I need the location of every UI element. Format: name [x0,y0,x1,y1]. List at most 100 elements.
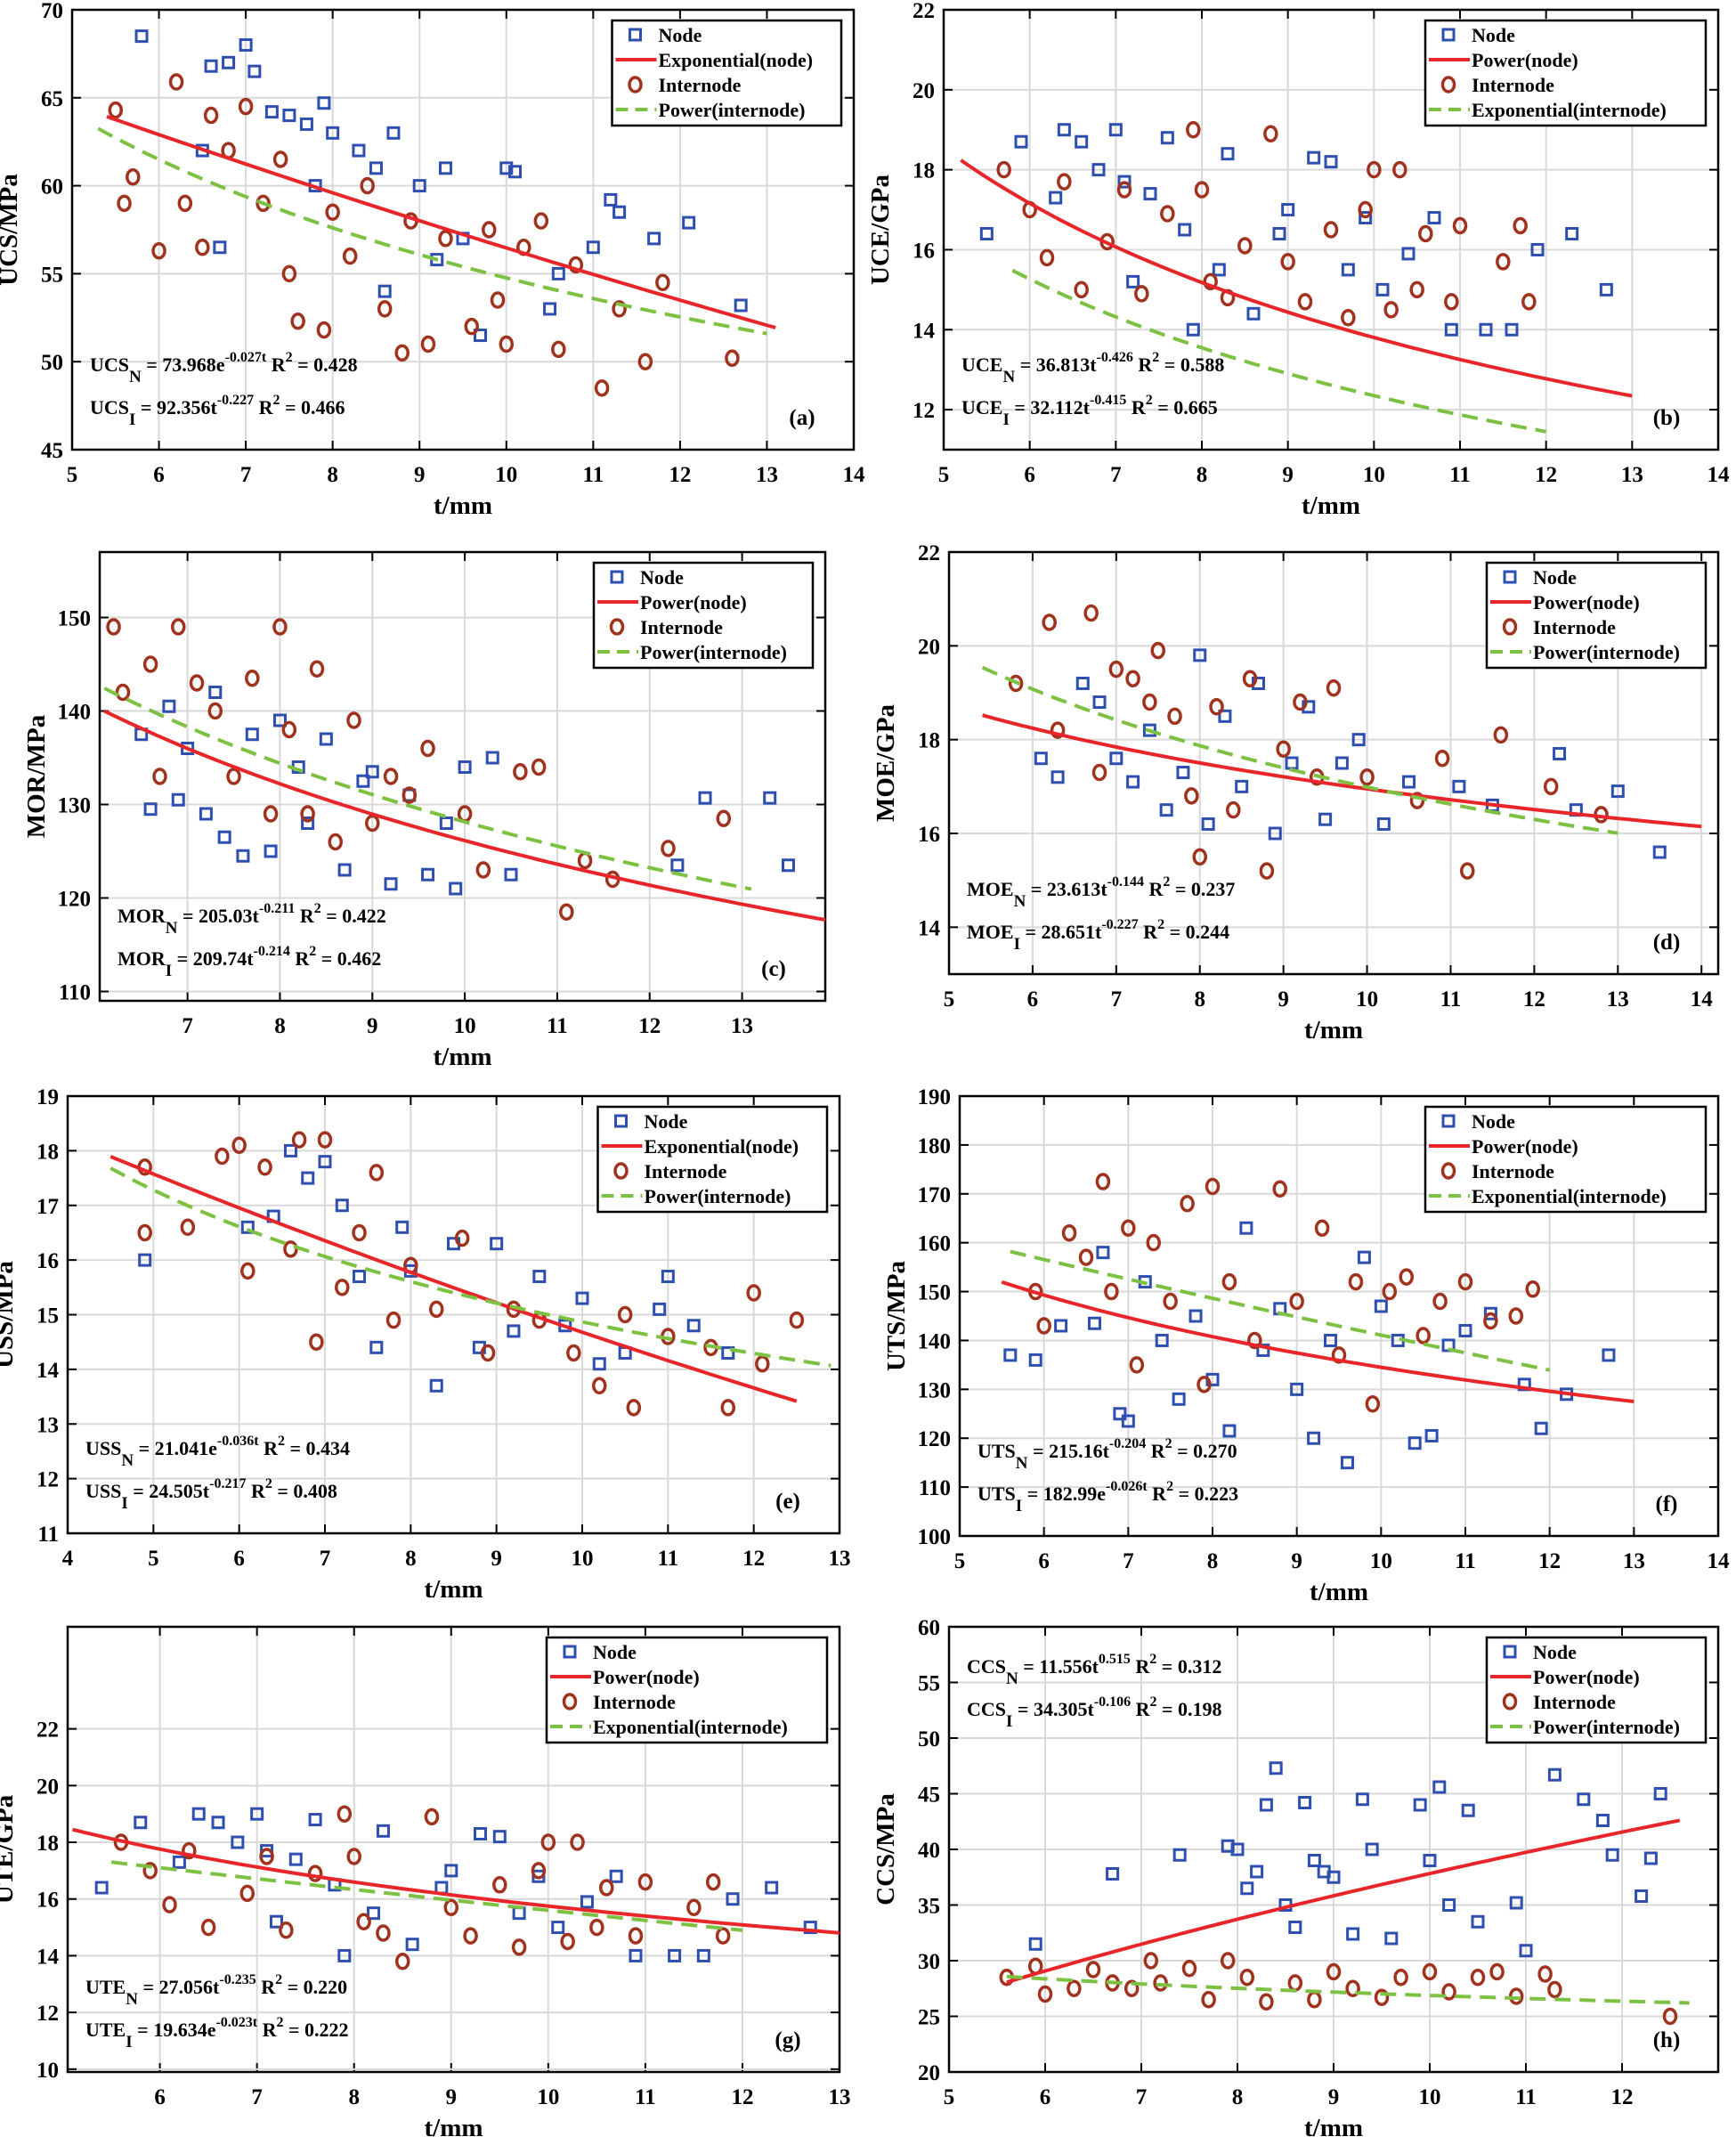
chart-panel-b: 5 6 7 8 9 10 11 12 13 14121416182022t/mmUCE/GPaNo… [866,0,1730,520]
x-tick-label: 8 [327,463,338,487]
internode-point [1276,740,1291,758]
internode-point [1307,1991,1322,2009]
node-point [1432,1780,1447,1794]
internode-point [1422,1962,1438,1981]
node-point [386,126,401,140]
equation-subscript: I [121,1494,127,1513]
node-point [272,713,287,727]
node-point [1092,695,1107,710]
node-point [1427,211,1441,225]
node-point [384,877,398,891]
internode-point [637,1873,653,1891]
node-point [765,1881,779,1895]
equation-subscript: N [121,1451,134,1470]
internode-point [475,861,491,879]
node-point [367,1906,381,1921]
y-tick-label: 120 [918,1427,952,1451]
x-tick-label: 10 [1356,987,1378,1012]
y-tick-label: 55 [41,263,63,287]
node-point [1401,247,1416,261]
internode-point [325,203,340,221]
equation-subscript: N [126,1990,138,2009]
node-point [1288,1921,1302,1934]
x-axis-label: t/mm [433,1043,491,1071]
x-tick-label: 11 [1515,2085,1537,2109]
equation-lhs: CCS [967,1698,1006,1720]
internode-point [182,1841,197,1860]
node-point [356,774,370,788]
internode-fit-line [1010,1249,1551,1372]
node-point [1547,1767,1562,1782]
r-squared-value: = 0.434 [285,1437,350,1459]
r-squared-value: = 0.665 [1153,396,1218,418]
y-tick-label: 12 [37,1468,59,1492]
equation-exponent: -0.227 [1101,917,1138,932]
internode-point [560,1932,575,1951]
node-point [181,742,195,755]
internode-point [1409,280,1424,299]
node-point [247,64,262,78]
node-point [1259,1798,1273,1812]
plot-frame [66,1094,841,1535]
r-squared-value: = 0.312 [1156,1655,1221,1678]
internode-point [1146,1233,1161,1252]
internode-point [996,160,1011,179]
y-tick-label: 14 [37,1359,60,1383]
internode-point [637,353,653,370]
equation-exponent: -0.211 [259,901,295,916]
internode-point [317,1131,333,1149]
node-point [734,298,748,313]
internode-fit-line [110,1860,743,1932]
internode-point [1129,1356,1145,1374]
internode-point [1180,1195,1195,1213]
equation-exponent: -0.227 [217,393,254,408]
internode-point [1050,721,1066,739]
node-point [1186,322,1200,337]
y-tick-label: 160 [918,1232,952,1256]
node-point [1365,1842,1379,1857]
internode-point [256,194,271,213]
equation-lhs: UCE [961,353,1002,376]
node-point [499,161,514,175]
internode-point [1418,224,1433,243]
internode-point [1365,1395,1381,1413]
equation-rhs: = 11.556t [1018,1655,1099,1678]
y-tick-label: 110 [59,981,91,1005]
node-fit-line [982,713,1702,829]
internode-point [1239,1969,1255,1987]
r-squared-exponent: 2 [1165,1436,1172,1451]
internode-point [180,1218,196,1237]
internode-fit-line [103,687,752,891]
r-squared-exponent: 2 [1157,917,1164,932]
node-point [282,109,296,123]
y-tick-label: 19 [37,1085,59,1109]
x-tick-label: 8 [1197,463,1208,487]
node-point [250,1807,264,1821]
chart-panel-a: 5 6 7 8 9 10 11 12 13 14 45 50 55 60 65 70 t/mm UCS/MPa No… [0,0,865,520]
node-point [1375,282,1390,297]
internode-point [1399,1268,1414,1286]
internode-point [1209,698,1224,716]
internode-point [1392,160,1407,179]
x-tick-label: 6 [1027,987,1039,1012]
internode-point [490,291,506,309]
internode-point [540,1833,556,1851]
equation-exponent: -0.023t [215,2015,257,2030]
fit-equation: UCSN = 73.968e-0.027t R2 = 0.428 [90,350,358,386]
plot-frame [98,550,827,1003]
node-point [1143,187,1157,201]
internode-point [1297,293,1313,311]
node-point [1610,784,1625,799]
node-point [1307,1431,1321,1445]
legend-internode-marker [628,76,643,93]
x-tick-label: 7 [240,463,252,487]
node-point [299,117,313,131]
y-tick-label: 60 [41,175,63,199]
y-axis-label: UTS/MPa [882,1260,911,1371]
internode-point [1272,1180,1287,1198]
node-point [1424,1428,1439,1442]
y-tick-label: 190 [918,1085,952,1109]
equation-subscript: N [1016,1454,1028,1473]
x-tick-label: 5 [148,1547,159,1571]
